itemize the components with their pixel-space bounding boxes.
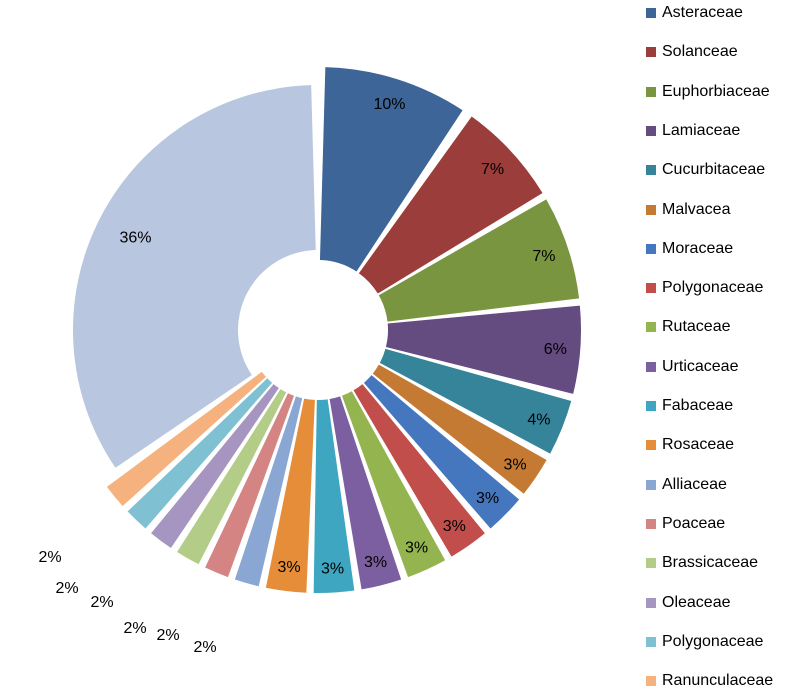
legend-label: Fabaceae bbox=[662, 397, 734, 414]
legend-swatch bbox=[646, 597, 656, 608]
slice-rosaceae bbox=[265, 398, 315, 593]
legend-label: Moraceae bbox=[662, 239, 734, 257]
legend-item: Urticaceae bbox=[646, 357, 738, 377]
legend-label: Ranunculaceae bbox=[662, 672, 774, 690]
legend-swatch bbox=[646, 165, 656, 176]
slice-label: 4% bbox=[527, 412, 550, 429]
slice-brassicaceae bbox=[177, 389, 287, 565]
slice-label: 2% bbox=[156, 627, 179, 644]
slice-poaceae bbox=[205, 393, 295, 578]
slice-label: 2% bbox=[123, 620, 146, 637]
legend-label: Alliaceae bbox=[662, 475, 727, 493]
legend-item: Cucurbitaceae bbox=[646, 160, 765, 180]
legend-swatch bbox=[646, 86, 656, 97]
slice-cucurbitaceae bbox=[379, 348, 572, 454]
slice-label: 6% bbox=[544, 341, 567, 358]
legend-swatch bbox=[646, 322, 656, 333]
slice-rutaceae bbox=[341, 391, 446, 578]
legend-label: Polygonaceae bbox=[662, 279, 764, 297]
legend-item: Alliaceae bbox=[646, 475, 727, 495]
slice-label: 3% bbox=[364, 554, 387, 571]
legend-item: Asteraceae bbox=[646, 3, 743, 23]
slice-label: 7% bbox=[481, 161, 504, 178]
slice-label: 2% bbox=[193, 639, 216, 656]
legend-label: Rutaceae bbox=[662, 318, 731, 336]
slice-label: 3% bbox=[504, 456, 527, 473]
slice-asteraceae bbox=[319, 67, 463, 272]
legend-label: Urticaceae bbox=[662, 357, 739, 375]
legend-swatch bbox=[646, 283, 656, 294]
slice-ranunculaceae bbox=[106, 371, 266, 507]
legend-label: Poaceae bbox=[662, 514, 726, 532]
legend-swatch bbox=[646, 440, 656, 451]
legend-item: Lamiaceae bbox=[646, 121, 740, 141]
slice-label: 3% bbox=[405, 540, 428, 557]
legend-label: Asteraceae bbox=[662, 4, 743, 21]
legend-label: Rosaceae bbox=[662, 436, 735, 454]
legend-swatch bbox=[646, 125, 656, 136]
legend-label: Brassicaceae bbox=[662, 554, 759, 572]
legend-swatch bbox=[646, 636, 656, 647]
legend-swatch bbox=[646, 47, 656, 58]
legend-item: Moraceae bbox=[646, 239, 733, 259]
legend-swatch bbox=[646, 243, 656, 254]
legend-swatch bbox=[646, 361, 656, 372]
legend-label: Lamiaceae bbox=[662, 121, 741, 139]
slice-moraceae bbox=[363, 375, 520, 529]
legend-label: Solanceae bbox=[662, 43, 738, 61]
legend-item: Brassicaceae bbox=[646, 553, 758, 573]
legend-swatch bbox=[646, 676, 656, 687]
legend-item: Ranunculaceae bbox=[646, 671, 773, 691]
legend-item: Rosaceae bbox=[646, 435, 734, 455]
slice-solanceae bbox=[358, 116, 543, 294]
legend-item: Malvacea bbox=[646, 200, 730, 220]
legend-label: Polygonaceae bbox=[662, 632, 764, 650]
legend-item: Rutaceae bbox=[646, 317, 731, 337]
legend-item: Euphorbiaceae bbox=[646, 82, 770, 102]
legend-swatch bbox=[646, 401, 656, 411]
slice-polygonaceae bbox=[353, 384, 485, 557]
legend-item: Oleaceae bbox=[646, 593, 731, 613]
legend-label: Malvacea bbox=[662, 200, 731, 218]
slice-urticaceae bbox=[329, 396, 402, 590]
legend-swatch bbox=[646, 204, 656, 215]
slice-label: 7% bbox=[532, 248, 555, 265]
slice-euphorbiaceae bbox=[378, 199, 580, 322]
legend-label: Oleaceae bbox=[662, 593, 731, 611]
slice-other bbox=[73, 85, 316, 468]
legend-label: Cucurbitaceae bbox=[662, 161, 766, 179]
legend-swatch bbox=[646, 518, 656, 529]
legend-swatch bbox=[646, 558, 656, 569]
legend-item: Solanceae bbox=[646, 42, 738, 62]
slice-label: 3% bbox=[443, 518, 466, 535]
slice-oleaceae bbox=[151, 384, 279, 549]
legend-item: Polygonaceae bbox=[646, 278, 763, 298]
legend-swatch bbox=[646, 479, 656, 490]
slice-label: 2% bbox=[38, 549, 61, 566]
slice-fabaceae bbox=[313, 399, 355, 593]
slice-label: 10% bbox=[373, 96, 405, 113]
legend-item: Polygonaceae bbox=[646, 632, 763, 652]
legend-item: Poaceae bbox=[646, 514, 725, 534]
slice-lamiaceae bbox=[385, 305, 581, 394]
slice-label: 3% bbox=[277, 559, 300, 576]
slice-alliaceae bbox=[234, 396, 303, 587]
legend-label: Euphorbiaceae bbox=[662, 82, 770, 100]
slice-label: 2% bbox=[55, 580, 78, 597]
slice-label: 36% bbox=[119, 230, 151, 247]
slice-polygonaceae bbox=[127, 378, 273, 529]
slice-label: 2% bbox=[90, 594, 113, 611]
slice-malvacea bbox=[372, 364, 547, 494]
slice-label: 3% bbox=[476, 490, 499, 507]
slice-label: 3% bbox=[321, 561, 344, 578]
legend-swatch bbox=[646, 8, 656, 18]
legend-item: Fabaceae bbox=[646, 396, 733, 416]
